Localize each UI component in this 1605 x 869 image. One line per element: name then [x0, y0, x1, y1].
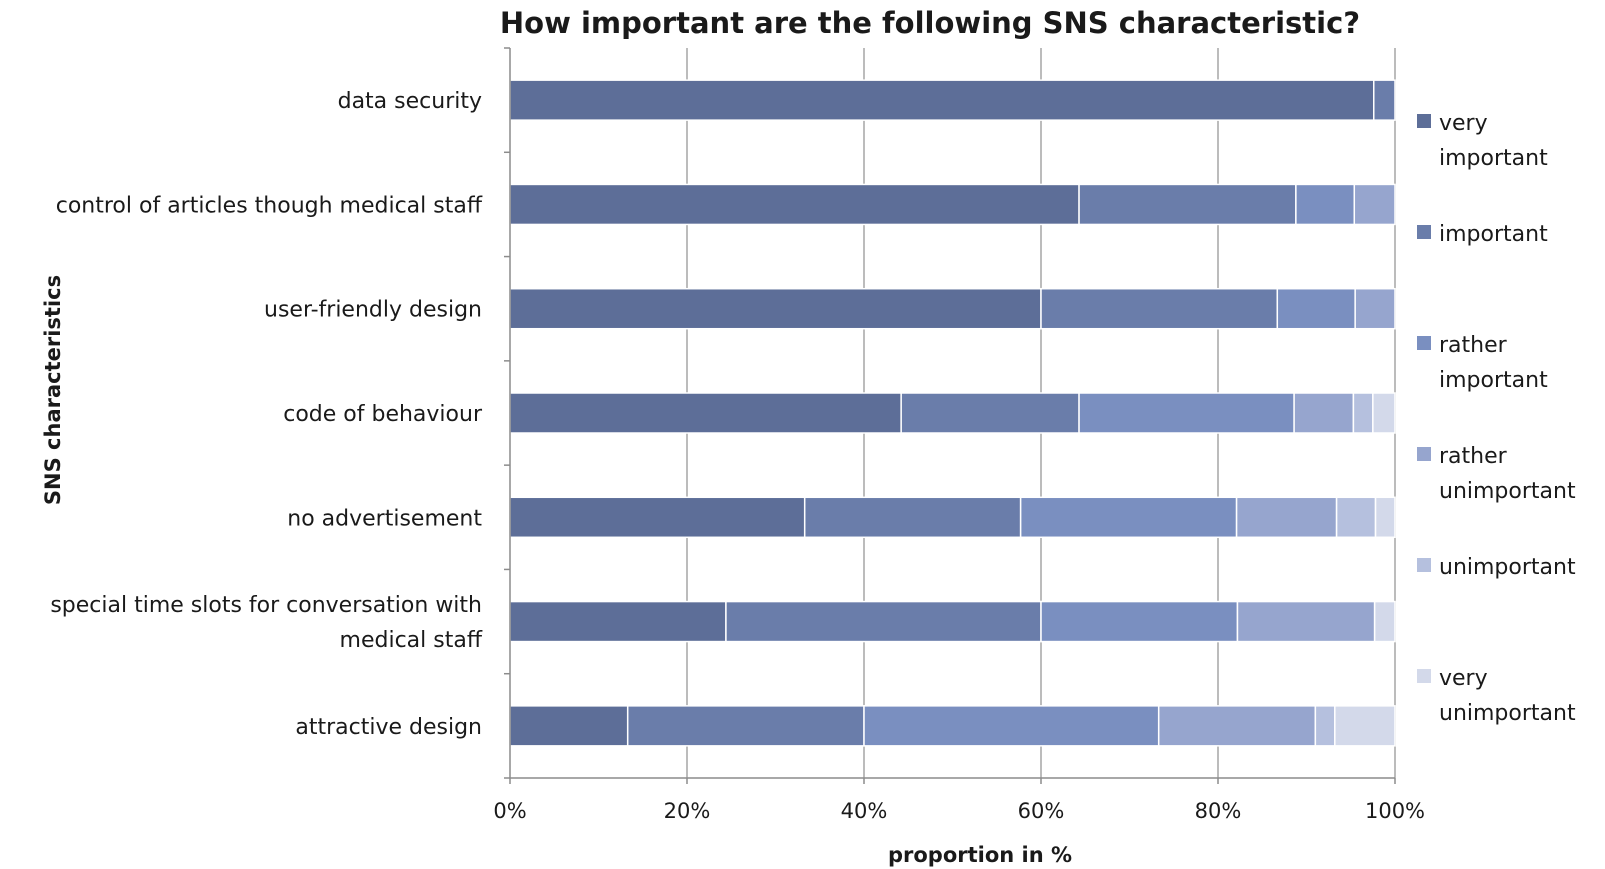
bar-segment	[725, 600, 1042, 643]
bar-segment	[1078, 392, 1295, 434]
bar-segment	[803, 496, 1022, 539]
legend-label: very	[1439, 111, 1488, 136]
bar-segment	[1374, 496, 1396, 539]
bar-segment	[1335, 496, 1377, 539]
bar-segment	[1040, 287, 1279, 330]
x-tick-label: 60%	[1018, 799, 1065, 823]
bars	[509, 79, 1396, 747]
bar-segment	[1352, 392, 1374, 434]
x-tick-label: 100%	[1365, 799, 1425, 823]
x-tick-label: 40%	[841, 799, 888, 823]
bar-segment	[1353, 183, 1396, 226]
legend-label: rather	[1439, 333, 1508, 358]
legend-label: rather	[1439, 444, 1508, 469]
legend-swatch	[1417, 669, 1431, 683]
category-label: special time slots for conversation with	[50, 593, 482, 618]
y-axis-title: SNS characteristics	[41, 275, 65, 505]
legend: very important important rather important rat…	[1417, 111, 1576, 726]
category-label: no advertisement	[287, 506, 482, 531]
bar-segment	[1276, 287, 1356, 330]
legend-swatch	[1417, 558, 1431, 572]
category-label: user-friendly design	[264, 298, 482, 323]
category-label: data security	[338, 89, 482, 114]
bar-segment	[509, 79, 1375, 121]
legend-swatch	[1417, 225, 1431, 239]
bar-segment	[509, 287, 1042, 330]
bar-segment	[1373, 79, 1396, 121]
legend-swatch	[1417, 336, 1431, 350]
bar-segment	[1334, 705, 1396, 747]
bar-segment	[1236, 600, 1376, 643]
bar-segment	[1040, 600, 1239, 643]
bar-segment	[1295, 183, 1356, 226]
legend-swatch	[1417, 447, 1431, 461]
legend-label: important	[1439, 368, 1548, 393]
legend-label: unimportant	[1439, 701, 1576, 726]
legend-swatch	[1417, 114, 1431, 128]
bar-segment	[509, 705, 629, 747]
category-label: attractive design	[295, 715, 482, 740]
category-label: control of articles though medical staff	[56, 193, 483, 218]
category-labels: data security control of articles though …	[50, 89, 483, 740]
bar-segment	[1078, 183, 1297, 226]
bar-segment	[626, 705, 865, 747]
category-label: medical staff	[340, 628, 483, 653]
bar-segment	[1372, 392, 1396, 434]
chart-title: How important are the following SNS char…	[500, 6, 1360, 40]
x-axis-title: proportion in %	[888, 843, 1072, 867]
bar-segment	[1293, 392, 1355, 434]
bar-segment	[509, 600, 727, 643]
legend-label: unimportant	[1439, 479, 1576, 504]
x-tick-label: 80%	[1195, 799, 1242, 823]
legend-label: important	[1439, 222, 1548, 247]
legend-label: important	[1439, 146, 1548, 171]
bar-segment	[1157, 705, 1317, 747]
bar-segment	[1373, 600, 1396, 643]
bar-segment	[509, 183, 1080, 226]
legend-label: very	[1439, 666, 1488, 691]
bar-segment	[1314, 705, 1336, 747]
bar-segment	[863, 705, 1160, 747]
category-label: code of behaviour	[283, 402, 483, 427]
bar-segment	[509, 392, 902, 434]
axes	[504, 47, 1395, 779]
bar-segment	[900, 392, 1080, 434]
bar-segment	[1019, 496, 1238, 539]
bar-segment	[1235, 496, 1338, 539]
bar-segment	[1354, 287, 1396, 330]
bar-segment	[509, 496, 806, 539]
legend-label: unimportant	[1439, 555, 1576, 580]
x-tick-label: 20%	[664, 799, 711, 823]
x-tick-labels: 0% 20% 40% 60% 80% 100%	[493, 778, 1425, 823]
x-tick-label: 0%	[493, 799, 526, 823]
